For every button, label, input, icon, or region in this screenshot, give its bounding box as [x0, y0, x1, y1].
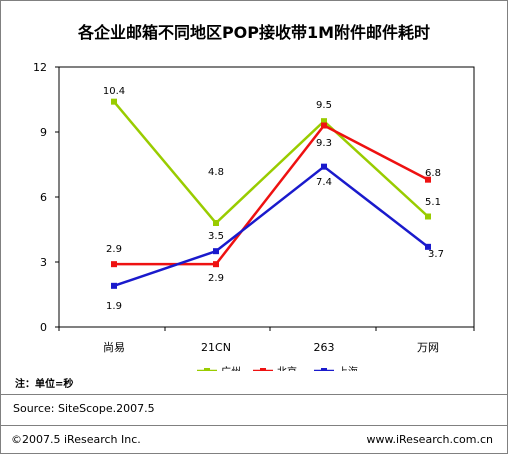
data-label: 6.8	[425, 168, 441, 179]
legend-marker	[321, 368, 327, 371]
data-point	[111, 98, 117, 105]
series-line	[114, 123, 429, 266]
data-label: 9.5	[316, 100, 332, 111]
legend-label: 上海	[338, 365, 358, 371]
x-tick-label: 尚易	[103, 340, 125, 354]
source-text: Source: SiteScope.2007.5	[13, 402, 155, 415]
data-point	[321, 163, 327, 170]
legend-label: 北京	[277, 365, 297, 371]
y-tick-label: 12	[33, 61, 47, 74]
series-line	[113, 165, 429, 288]
divider-bottom	[1, 425, 507, 426]
y-tick-label: 6	[40, 191, 47, 204]
data-label: 10.4	[103, 86, 125, 97]
website-text: www.iResearch.com.cn	[366, 433, 494, 446]
data-label: 1.9	[106, 301, 122, 312]
x-tick-label: 263	[314, 341, 335, 354]
data-point	[111, 261, 117, 268]
data-point	[213, 220, 219, 226]
data-point	[425, 176, 431, 183]
y-tick-label: 3	[40, 256, 47, 269]
copyright-text: ©2007.5 iResearch Inc.	[11, 433, 141, 446]
plot-area	[58, 66, 475, 328]
y-tick-label: 9	[40, 126, 47, 139]
chart: 各企业邮箱不同地区POP接收带1M附件邮件耗时 0 3 6 9 12 尚易 21CN 263 万网…	[33, 23, 475, 371]
series-line	[113, 100, 429, 225]
data-point	[213, 261, 219, 268]
data-label: 7.4	[316, 177, 332, 188]
data-label: 2.9	[208, 273, 224, 284]
data-label: 9.3	[316, 138, 332, 149]
legend-marker	[204, 368, 210, 371]
data-point	[213, 248, 219, 255]
data-point	[111, 282, 117, 289]
data-label: 3.5	[208, 231, 224, 242]
data-label: 2.9	[106, 244, 122, 255]
legend-marker	[260, 368, 266, 371]
divider-top	[1, 394, 507, 395]
data-point	[425, 213, 431, 220]
x-tick-label: 21CN	[201, 341, 231, 354]
data-point	[321, 118, 327, 125]
y-tick-label: 0	[40, 321, 47, 334]
data-label: 5.1	[425, 197, 441, 208]
legend-label: 广州	[221, 366, 241, 371]
unit-note: 注：单位=秒	[15, 379, 74, 390]
data-point	[425, 243, 431, 250]
data-label: 4.8	[208, 167, 224, 178]
data-point	[321, 122, 327, 129]
x-tick-label: 万网	[417, 341, 439, 354]
data-label: 3.7	[428, 249, 444, 260]
chart-title: 各企业邮箱不同地区POP接收带1M附件邮件耗时	[77, 23, 430, 42]
